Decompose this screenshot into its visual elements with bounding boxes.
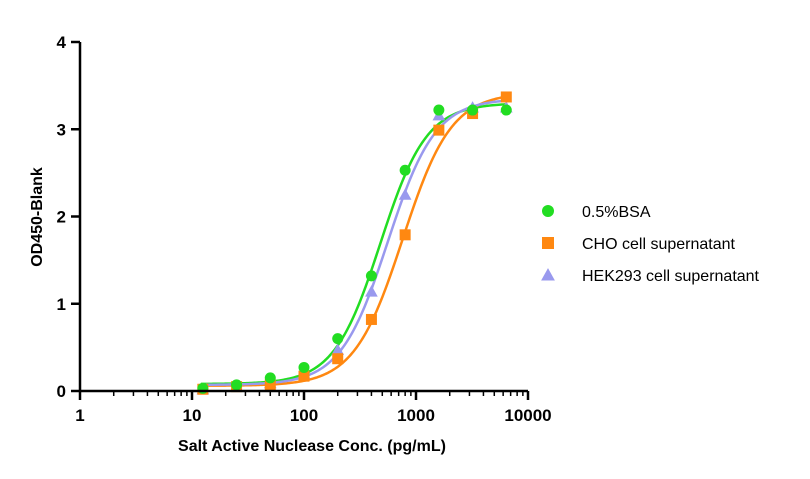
data-point [298, 370, 310, 382]
legend-label: 0.5%BSA [582, 204, 651, 221]
legend-marker [542, 205, 554, 217]
data-point [332, 333, 344, 345]
data-point [467, 104, 479, 116]
data-point [399, 164, 411, 176]
x-tick-label: 100 [290, 406, 318, 425]
legend: 0.5%BSA CHO cell supernatant HEK293 cell s… [541, 204, 760, 285]
data-point [298, 361, 310, 373]
legend-label: HEK293 cell supernatant [582, 268, 760, 285]
data-point [365, 285, 378, 297]
fit-curve [200, 95, 507, 387]
data-point [433, 104, 445, 116]
legend-label: CHO cell supernatant [582, 236, 736, 253]
data-point [433, 124, 445, 136]
fit-curve [200, 99, 507, 387]
y-tick-label: 0 [57, 382, 66, 401]
data-point [500, 91, 512, 103]
legend-marker [542, 237, 554, 249]
data-point [231, 379, 243, 391]
data-point [398, 188, 412, 200]
data-points [196, 91, 513, 395]
data-point [365, 313, 377, 325]
y-tick-label: 1 [57, 295, 66, 314]
fit-curve [200, 103, 507, 386]
data-point [332, 353, 344, 365]
y-tick-label: 2 [57, 208, 66, 227]
data-point [399, 229, 411, 241]
y-axis-title: OD450-Blank [29, 167, 46, 267]
x-tick-label: 1000 [397, 406, 435, 425]
y-tick-label: 3 [57, 120, 66, 139]
x-tick-label: 1 [75, 406, 84, 425]
x-tick-label: 10000 [504, 406, 551, 425]
axes [78, 42, 528, 393]
fit-curves [200, 95, 507, 387]
data-point [264, 372, 276, 384]
data-point [500, 104, 512, 116]
data-point [365, 270, 377, 282]
x-axis-title: Salt Active Nuclease Conc. (pg/mL) [178, 438, 446, 455]
x-tick-label: 10 [183, 406, 202, 425]
y-tick-label: 4 [57, 33, 67, 52]
data-point [264, 379, 276, 391]
legend-marker [541, 268, 555, 281]
data-point [331, 343, 345, 356]
